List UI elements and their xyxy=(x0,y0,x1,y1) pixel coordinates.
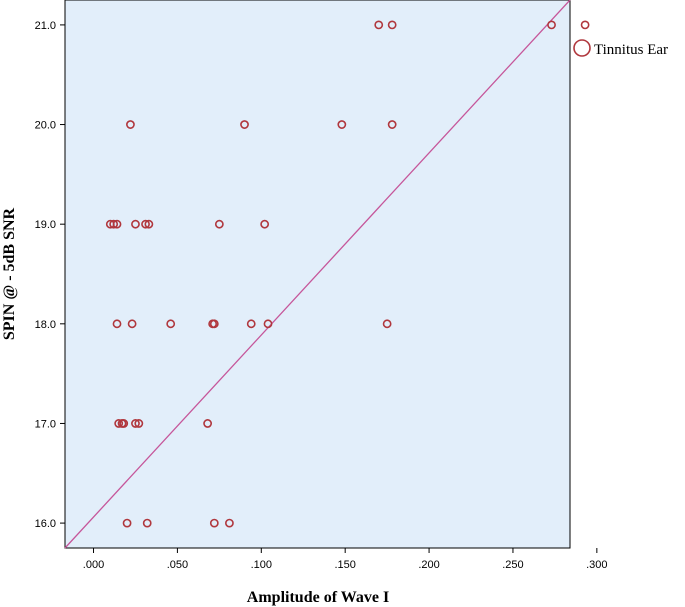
x-tick-label: .250 xyxy=(502,559,523,571)
y-tick-label: 18.0 xyxy=(35,319,56,331)
data-point xyxy=(203,419,213,428)
y-tick-label: 17.0 xyxy=(35,418,56,430)
data-point xyxy=(580,20,590,30)
data-point xyxy=(114,419,124,428)
data-point xyxy=(387,120,397,129)
y-tick-label: 16.0 xyxy=(35,518,56,530)
data-point xyxy=(225,518,234,528)
data-point xyxy=(126,120,135,129)
data-point xyxy=(142,518,152,528)
y-tick-label: 19.0 xyxy=(35,219,56,231)
data-point xyxy=(260,219,270,229)
x-tick-label: .000 xyxy=(83,559,104,571)
data-point xyxy=(109,219,119,229)
data-point xyxy=(246,319,256,329)
data-point xyxy=(144,219,154,229)
data-point xyxy=(209,319,219,329)
data-point xyxy=(240,120,249,129)
x-axis: .000 .050 .100 .150 .200 .250 .300 xyxy=(83,548,608,571)
x-tick-label: .300 xyxy=(586,559,607,571)
data-point xyxy=(127,319,137,329)
x-axis-title: Amplitude of Wave I xyxy=(247,589,389,606)
data-point xyxy=(387,20,397,30)
data-point xyxy=(209,518,219,528)
y-tick-label: 21.0 xyxy=(35,20,56,32)
data-point xyxy=(112,219,122,229)
y-axis-title: SPIN @ - 5dB SNR xyxy=(1,207,18,340)
data-point xyxy=(374,20,384,30)
data-point xyxy=(547,20,556,30)
data-point xyxy=(131,419,140,428)
x-tick-label: .050 xyxy=(167,559,188,571)
data-point xyxy=(119,419,129,428)
data-point xyxy=(134,419,144,428)
x-tick-label: .200 xyxy=(418,559,439,571)
data-point xyxy=(337,120,347,129)
fit-line-layer xyxy=(64,0,571,549)
data-point xyxy=(382,319,392,329)
data-point xyxy=(112,319,122,329)
x-tick-label: .100 xyxy=(251,559,272,571)
data-point xyxy=(263,319,273,329)
legend-marker-tinnitus-ear xyxy=(573,39,591,57)
fit-line xyxy=(64,0,571,549)
y-axis: 16.0 17.0 18.0 19.0 20.0 21.0 xyxy=(35,20,65,530)
legend: Tinnitus Ear xyxy=(573,39,668,58)
data-point xyxy=(131,219,140,229)
data-point xyxy=(166,319,176,329)
data-point xyxy=(214,219,224,229)
y-tick-label: 20.0 xyxy=(35,120,56,132)
data-point xyxy=(141,219,150,229)
points-layer xyxy=(105,20,590,528)
x-tick-label: .150 xyxy=(334,559,355,571)
legend-label-tinnitus-ear: Tinnitus Ear xyxy=(594,42,668,58)
data-point xyxy=(122,518,132,528)
